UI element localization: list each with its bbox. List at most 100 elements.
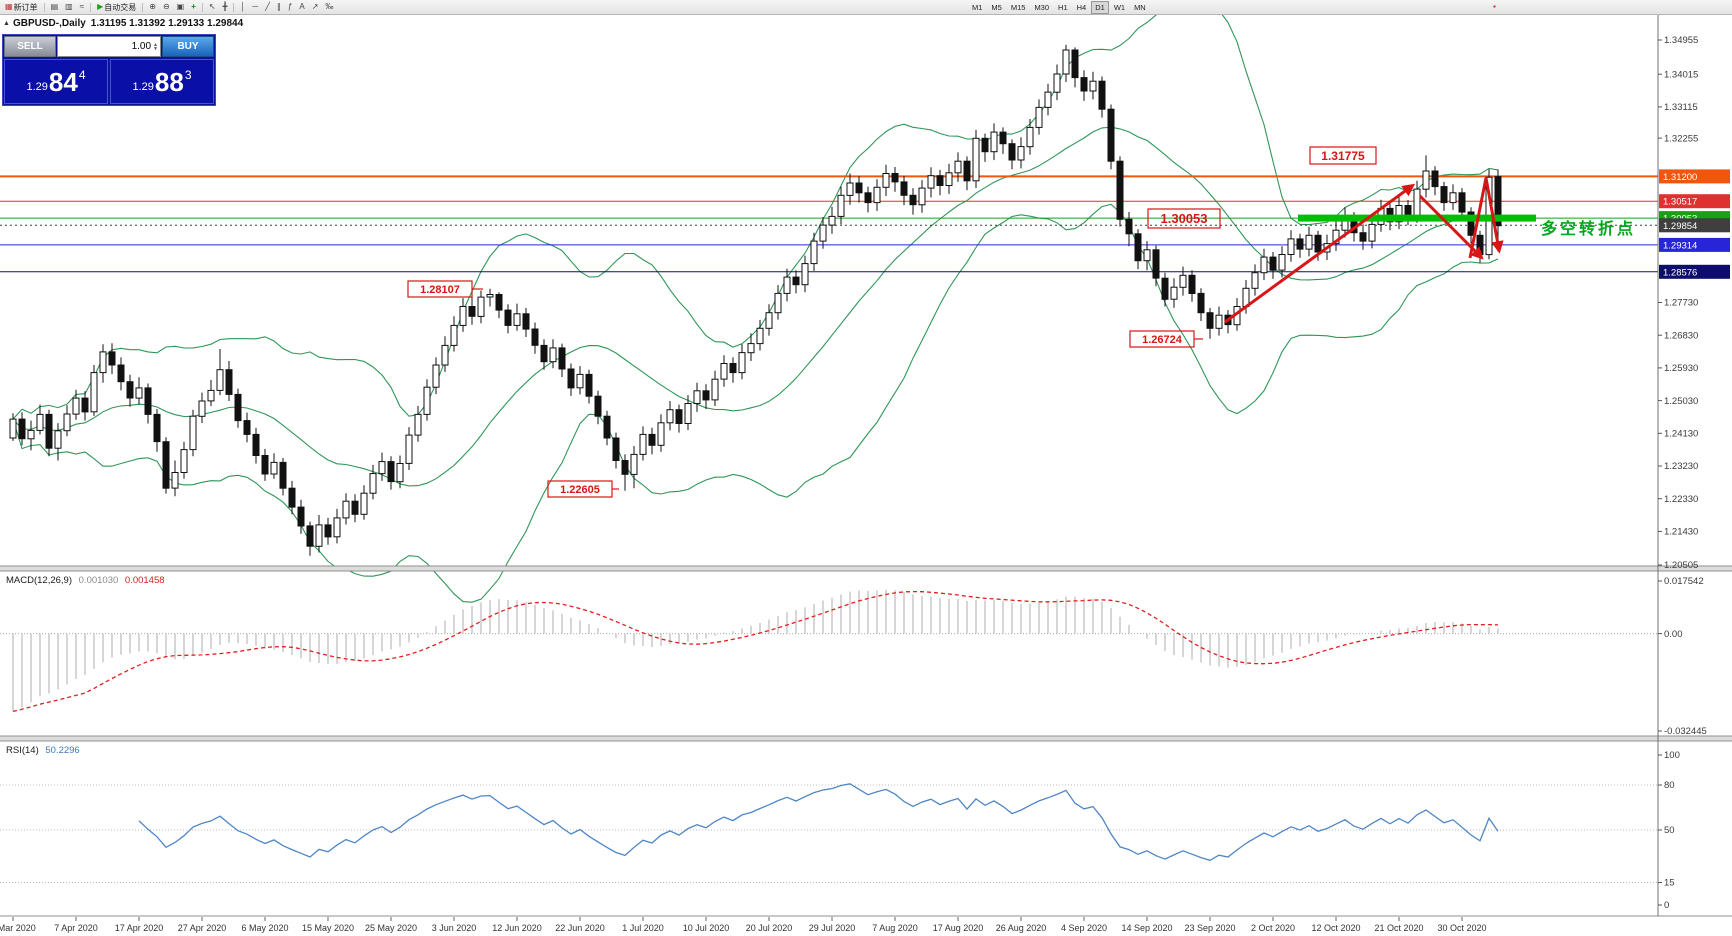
- tf-m1-button[interactable]: M1: [972, 2, 983, 12]
- zoom-out-button[interactable]: ⊖: [160, 1, 173, 14]
- sell-price-point: 4: [78, 67, 86, 82]
- panel-separators[interactable]: [0, 565, 1732, 917]
- candlestick-chart-icon: ▥: [65, 2, 73, 11]
- symbol-header: GBPUSD-,Daily 1.31195 1.31392 1.29133 1.2…: [13, 18, 243, 29]
- svg-text:1.28107: 1.28107: [420, 284, 460, 296]
- crosshair-icon: ╋: [222, 2, 228, 11]
- macd-main-value: 0.001030: [78, 575, 119, 586]
- rsi-line: [138, 783, 1499, 862]
- tf-h4-button[interactable]: H4: [1076, 2, 1087, 12]
- svg-text:4 Sep 2020: 4 Sep 2020: [1061, 923, 1107, 933]
- price-axis[interactable]: 1.34955 1.34015 1.33115 1.32255 1.27730 1.268…: [1658, 35, 1730, 571]
- svg-text:30 Oct 2020: 30 Oct 2020: [1437, 923, 1486, 933]
- volume-stepper[interactable]: ▲ ▼: [153, 41, 158, 52]
- text-tool-button[interactable]: A: [296, 1, 307, 14]
- svg-text:25 May 2020: 25 May 2020: [365, 923, 417, 933]
- tile-windows-button[interactable]: ▣: [174, 1, 188, 14]
- arrow-tool-button[interactable]: ↗: [309, 1, 322, 14]
- cursor-button[interactable]: ↖: [206, 1, 219, 14]
- trendline-button[interactable]: ╱: [262, 1, 273, 14]
- volume-input[interactable]: 1.00 ▲ ▼: [57, 36, 161, 57]
- svg-text:100: 100: [1664, 750, 1680, 761]
- turning-point-highlight[interactable]: [1298, 214, 1536, 222]
- price-level-lines[interactable]: [0, 175, 1658, 273]
- zoom-in-icon: ⊕: [149, 2, 156, 11]
- percent-tool-button[interactable]: ‰: [322, 1, 336, 14]
- sell-button[interactable]: SELL: [4, 36, 56, 57]
- svg-text:1.21430: 1.21430: [1664, 527, 1698, 538]
- svg-text:1.27730: 1.27730: [1664, 298, 1698, 309]
- stepper-down-icon[interactable]: ▼: [153, 45, 158, 52]
- svg-text:21 Oct 2020: 21 Oct 2020: [1374, 923, 1423, 933]
- price-annotations[interactable]: 1.31775 1.30053 1.28107 1.22605 1.26724: [407, 146, 1377, 498]
- svg-text:17 Apr 2020: 17 Apr 2020: [115, 923, 164, 933]
- line-chart-button[interactable]: ≈: [77, 1, 87, 14]
- rsi-name: RSI(14): [6, 745, 39, 756]
- bar-chart-button[interactable]: ▤: [48, 1, 62, 14]
- cursor-icon: ↖: [208, 2, 216, 11]
- svg-text:1.32255: 1.32255: [1664, 133, 1698, 144]
- sell-price-figure: 1.29: [26, 80, 48, 93]
- svg-text:1.33115: 1.33115: [1664, 102, 1698, 113]
- svg-text:0.017542: 0.017542: [1664, 576, 1704, 587]
- price-tag: [1659, 218, 1730, 233]
- volume-value: 1.00: [131, 41, 152, 52]
- candlestick-series: [9, 44, 1502, 556]
- date-axis[interactable]: 9 Mar 2020 7 Apr 2020 17 Apr 2020 27 Apr 20…: [0, 917, 1487, 933]
- arrow-tool-icon: ↗: [311, 2, 319, 11]
- svg-text:22 Jun 2020: 22 Jun 2020: [555, 923, 605, 933]
- svg-text:1.31775: 1.31775: [1321, 149, 1365, 163]
- symbol-ohlc: 1.31195 1.31392 1.29133 1.29844: [90, 18, 244, 29]
- svg-text:23 Sep 2020: 23 Sep 2020: [1184, 923, 1235, 933]
- autotrading-button[interactable]: ▶ 自动交易: [94, 1, 139, 14]
- svg-text:20 Jul 2020: 20 Jul 2020: [746, 923, 793, 933]
- svg-text:1.20505: 1.20505: [1664, 560, 1698, 571]
- macd-histogram: [12, 589, 1499, 712]
- fibonacci-icon: ƒ: [287, 2, 293, 11]
- tf-m30-button[interactable]: M30: [1034, 2, 1050, 12]
- svg-text:14 Sep 2020: 14 Sep 2020: [1121, 923, 1172, 933]
- macd-name: MACD(12,26,9): [6, 575, 72, 586]
- tf-d1-button[interactable]: D1: [1091, 0, 1109, 14]
- indicators-button[interactable]: +: [188, 1, 199, 14]
- tf-mn-button[interactable]: MN: [1134, 2, 1146, 12]
- price-tag: [1659, 169, 1730, 184]
- new-order-button[interactable]: ▦ 新订单: [2, 1, 41, 14]
- candlestick-chart-button[interactable]: ▥: [62, 1, 76, 14]
- trade-panel-toggle[interactable]: ▲: [3, 20, 10, 27]
- horizontal-line-button[interactable]: ─: [249, 1, 261, 14]
- zoom-in-button[interactable]: ⊕: [146, 1, 159, 14]
- tf-m15-button[interactable]: M15: [1010, 2, 1026, 12]
- svg-text:27 Apr 2020: 27 Apr 2020: [178, 923, 227, 933]
- tf-m5-button[interactable]: M5: [991, 2, 1002, 12]
- alert-button[interactable]: ▪: [1490, 1, 1499, 14]
- buy-button[interactable]: BUY: [162, 36, 214, 57]
- price-tag: [1659, 264, 1730, 279]
- crosshair-button[interactable]: ╋: [220, 1, 231, 14]
- rsi-indicator-label: RSI(14) 50.2296: [6, 745, 80, 756]
- stepper-up-icon[interactable]: ▲: [153, 41, 158, 48]
- svg-text:12 Jun 2020: 12 Jun 2020: [492, 923, 542, 933]
- trend-arrows[interactable]: [1224, 177, 1504, 324]
- fibonacci-button[interactable]: ƒ: [285, 1, 295, 14]
- svg-text:80: 80: [1664, 780, 1675, 791]
- macd-signal-line: [12, 590, 1499, 713]
- channel-button[interactable]: ∥: [274, 1, 284, 14]
- price-tag: [1659, 194, 1730, 209]
- trendline-icon: ╱: [265, 2, 270, 11]
- buy-price-button[interactable]: 1.29 88 3: [110, 59, 214, 104]
- autotrading-play-icon: ▶: [97, 2, 104, 11]
- tf-w1-button[interactable]: W1: [1113, 2, 1126, 12]
- vertical-line-button[interactable]: │: [237, 1, 248, 14]
- svg-text:1.24130: 1.24130: [1664, 429, 1698, 440]
- buy-price-point: 3: [184, 67, 192, 82]
- channel-icon: ∥: [276, 2, 281, 11]
- svg-text:1 Jul 2020: 1 Jul 2020: [622, 923, 664, 933]
- svg-text:10 Jul 2020: 10 Jul 2020: [683, 923, 730, 933]
- tf-h1-button[interactable]: H1: [1058, 2, 1068, 12]
- sell-price-button[interactable]: 1.29 84 4: [4, 59, 108, 104]
- buy-price-figure: 1.29: [132, 80, 154, 93]
- svg-text:1.22605: 1.22605: [560, 484, 600, 496]
- svg-text:1.28576: 1.28576: [1663, 267, 1697, 278]
